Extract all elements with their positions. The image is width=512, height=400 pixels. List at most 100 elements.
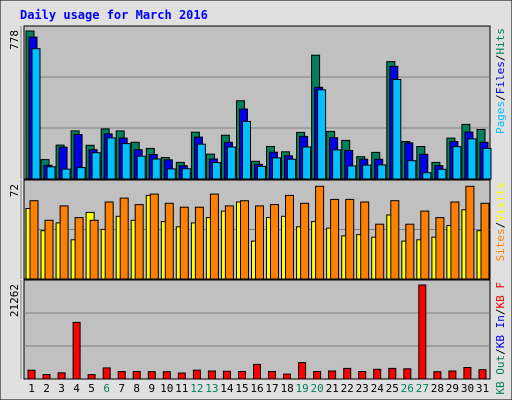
kbytes-bar-day-2	[42, 374, 51, 380]
pages-bar-day-24	[377, 164, 387, 180]
x-tick-label: 28	[431, 382, 444, 395]
sites-bar-day-13	[209, 193, 219, 280]
x-tick-label: 29	[446, 382, 459, 395]
sites-bar-day-31	[480, 202, 490, 280]
pages-bar-day-5	[91, 152, 101, 180]
pages-bar-day-3	[61, 168, 71, 180]
x-tick-label: 25	[386, 382, 399, 395]
x-tick-label: 16	[250, 382, 263, 395]
sites-bar-day-3	[59, 205, 69, 280]
sites-bar-day-6	[104, 201, 114, 280]
x-tick-label: 14	[220, 382, 234, 395]
panel-visits-sites: 72 Sites/Visits	[8, 179, 507, 280]
chart-panels: 778Pages/Files/Hits72Sites/Visits21262KB…	[8, 25, 507, 395]
sites-bar-day-9	[149, 193, 159, 280]
x-tick-label: 31	[476, 382, 489, 395]
sites-bar-day-12	[194, 206, 204, 280]
pages-bar-day-8	[136, 155, 146, 180]
pages-bar-day-4	[76, 167, 86, 180]
pages-bar-day-14	[226, 146, 236, 180]
pages-bar-day-11	[181, 168, 191, 180]
sites-bar-day-17	[270, 204, 279, 280]
pages-bar-day-31	[482, 147, 492, 180]
legend-item: Visits	[494, 182, 507, 222]
legend-hits-files-pages: Pages/Files/Hits	[494, 28, 507, 134]
x-axis: 1 2 3 4 5 6 7 8 9 10 11 12 13 14 15 16 17 18 19 20 21 22 23 24 2…	[28, 382, 489, 395]
x-tick-label: 24	[371, 382, 385, 395]
x-tick-label: 30	[461, 382, 474, 395]
pages-bar-day-30	[467, 138, 477, 180]
kbytes-bar-day-22	[343, 367, 352, 380]
pages-bar-day-23	[362, 164, 372, 180]
sites-bar-day-30	[465, 185, 475, 280]
x-tick-label: 6	[103, 382, 110, 395]
sites-bar-day-20	[315, 185, 325, 280]
pages-bar-day-29	[452, 146, 462, 180]
sites-bar-day-18	[285, 194, 294, 280]
legend-visits-sites: Sites/Visits	[494, 182, 507, 262]
kbytes-bar-day-18	[283, 373, 291, 380]
x-tick-label: 4	[73, 382, 80, 395]
x-tick-label: 5	[88, 382, 95, 395]
ymax-label: 778	[8, 30, 21, 50]
sites-bar-day-14	[224, 205, 234, 280]
legend-item: Sites	[494, 228, 507, 261]
pages-bar-day-7	[121, 143, 131, 180]
pages-bar-day-20	[317, 89, 327, 180]
pages-bar-day-1	[31, 48, 41, 180]
kbytes-bar-day-24	[373, 368, 382, 380]
legend-item: /	[494, 348, 507, 355]
kbytes-bar-day-28	[433, 371, 442, 380]
x-tick-label: 8	[133, 382, 140, 395]
sites-bar-day-8	[134, 204, 144, 280]
sites-bar-day-22	[345, 198, 355, 280]
pages-bar-day-22	[347, 165, 357, 180]
kbytes-bar-day-19	[298, 362, 307, 380]
legend-item: KB Out	[494, 355, 507, 395]
kbytes-bar-day-12	[192, 369, 201, 380]
x-tick-label: 3	[58, 382, 65, 395]
sites-bar-day-5	[89, 219, 99, 280]
x-tick-label: 22	[341, 382, 354, 395]
pages-bar-day-19	[302, 146, 312, 180]
x-tick-label: 11	[175, 382, 188, 395]
sites-bar-day-4	[74, 217, 84, 280]
pages-bar-day-28	[437, 168, 447, 180]
pages-bar-day-25	[392, 79, 402, 180]
sites-bar-day-15	[240, 200, 249, 280]
sites-bar-day-27	[420, 210, 430, 280]
legend-item: /	[494, 94, 507, 101]
x-tick-label: 2	[43, 382, 50, 395]
x-tick-label: 1	[28, 382, 35, 395]
kbytes-bar-day-7	[117, 371, 126, 380]
pages-bar-day-9	[151, 158, 161, 180]
pages-bar-day-18	[287, 158, 296, 180]
legend-item: Files	[494, 61, 507, 94]
sites-bar-day-24	[375, 223, 385, 280]
kbytes-bar-day-13	[207, 370, 216, 380]
legend-item: Pages	[494, 101, 507, 134]
pages-bar-day-6	[106, 137, 116, 180]
kbytes-bar-day-25	[388, 367, 397, 380]
kbytes-bar-day-23	[358, 371, 367, 380]
kbytes-bar-day-16	[253, 363, 261, 380]
sites-bar-day-29	[450, 201, 460, 280]
ymax-label: 21262	[8, 284, 21, 317]
sites-bar-day-1	[29, 200, 39, 280]
kbytes-bar-day-17	[268, 371, 276, 380]
x-tick-label: 12	[190, 382, 203, 395]
x-tick-label: 7	[118, 382, 125, 395]
sites-bar-day-28	[435, 217, 445, 280]
kbytes-bar-day-4	[72, 321, 81, 380]
pages-bar-day-17	[272, 157, 281, 180]
chart-title: Daily usage for March 2016	[20, 8, 208, 22]
pages-bar-day-12	[196, 143, 206, 180]
legend-item: KB In	[494, 315, 507, 348]
legend-item: Hits	[494, 28, 507, 55]
pages-bar-day-10	[166, 168, 176, 180]
kbytes-bar-day-11	[177, 372, 186, 380]
